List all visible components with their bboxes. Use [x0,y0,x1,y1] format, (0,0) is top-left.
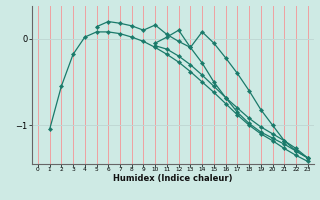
X-axis label: Humidex (Indice chaleur): Humidex (Indice chaleur) [113,174,233,183]
